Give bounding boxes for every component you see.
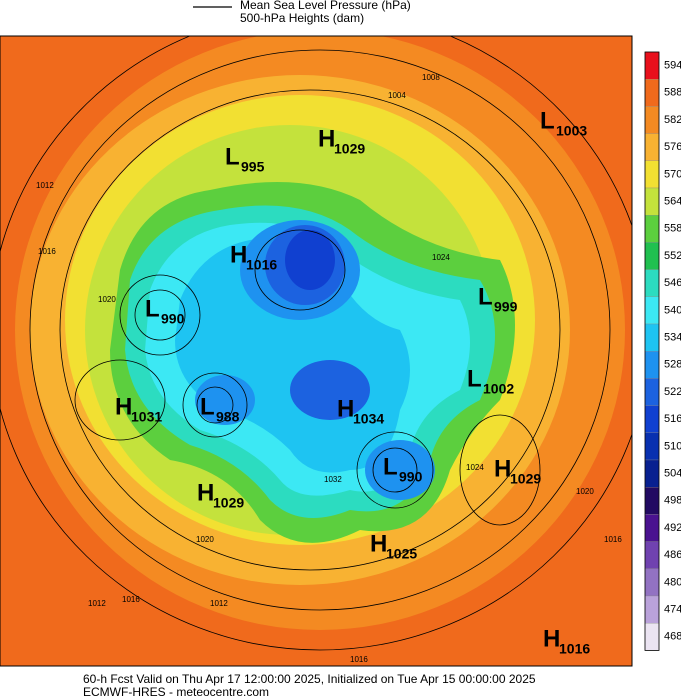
pressure-center-letter: H — [494, 455, 511, 482]
colorbar-label: 504 — [664, 468, 681, 480]
isobar-label: 1024 — [432, 253, 450, 262]
pressure-center-letter: H — [115, 393, 132, 420]
colorbar-swatch — [644, 215, 660, 243]
pressure-center-letter: H — [543, 625, 560, 652]
pressure-center-letter: H — [370, 530, 387, 557]
map-frame — [0, 35, 633, 667]
colorbar-label: 480 — [664, 576, 681, 588]
colorbar-label: 498 — [664, 495, 681, 507]
colorbar-label: 540 — [664, 304, 681, 316]
forecast-valid-text: 60-h Fcst Valid on Thu Apr 17 12:00:00 2… — [83, 672, 536, 686]
colorbar-label: 534 — [664, 332, 681, 344]
colorbar-label: 594 — [664, 60, 681, 72]
colorbar-swatch — [644, 487, 660, 515]
pressure-center-letter: L — [200, 393, 215, 420]
pressure-center-letter: L — [225, 143, 240, 170]
pressure-center-value: 990 — [161, 311, 185, 327]
isobar-label: 1020 — [196, 535, 214, 544]
pressure-center-value: 999 — [494, 299, 518, 315]
isobar-label: 1012 — [210, 599, 228, 608]
heights-legend-label: 500-hPa Heights (dam) — [240, 11, 364, 25]
colorbar-label: 558 — [664, 223, 681, 235]
pressure-center-letter: L — [383, 453, 398, 480]
source-text: ECMWF-HRES - meteocentre.com — [83, 685, 269, 699]
pressure-center-letter: L — [145, 295, 160, 322]
colorbar-swatch — [644, 623, 660, 651]
colorbar-swatch — [644, 541, 660, 569]
pressure-center-value: 1016 — [246, 257, 277, 273]
isobar-label: 1016 — [604, 535, 622, 544]
isobar-label: 1012 — [88, 599, 106, 608]
colorbar-swatch — [644, 296, 660, 325]
isobar-label: 1012 — [36, 181, 54, 190]
colorbar-label: 510 — [664, 440, 681, 452]
colorbar-swatch — [644, 133, 660, 161]
pressure-center-value: 1029 — [334, 141, 365, 157]
isobar-label: 1020 — [98, 295, 116, 304]
colorbar-frame — [644, 51, 660, 651]
colorbar-label: 492 — [664, 522, 681, 534]
colorbar-label: 528 — [664, 359, 681, 371]
colorbar-swatch — [644, 514, 660, 542]
pressure-center-value: 988 — [216, 409, 240, 425]
pressure-center-letter: H — [230, 241, 247, 268]
pressure-center-value: 1029 — [213, 495, 244, 511]
isobar-label: 1016 — [38, 247, 56, 256]
colorbar-swatch — [644, 160, 660, 189]
colorbar-label: 486 — [664, 549, 681, 561]
colorbar-swatch — [644, 323, 660, 352]
pressure-center-value: 1031 — [131, 409, 162, 425]
colorbar-label: 552 — [664, 250, 681, 262]
colorbar-swatch — [644, 187, 660, 216]
colorbar-swatch — [644, 106, 660, 134]
pressure-center-value: 1016 — [559, 641, 590, 657]
colorbar-label: 564 — [664, 196, 681, 208]
pressure-center-value: 1025 — [386, 546, 417, 562]
isobar-label: 1020 — [576, 487, 594, 496]
mslp-legend-label: Mean Sea Level Pressure (hPa) — [240, 0, 411, 12]
colorbar-swatch — [644, 51, 660, 80]
colorbar-label: 570 — [664, 168, 681, 180]
colorbar-swatch — [644, 432, 660, 461]
colorbar-label: 576 — [664, 141, 681, 153]
colorbar-label: 582 — [664, 114, 681, 126]
colorbar-swatch — [644, 405, 660, 433]
colorbar-swatch — [644, 378, 660, 406]
colorbar-label: 516 — [664, 413, 681, 425]
isobar-label: 1032 — [324, 475, 342, 484]
pressure-center-letter: L — [478, 283, 493, 310]
colorbar-label: 522 — [664, 386, 681, 398]
pressure-center-value: 1034 — [353, 411, 384, 427]
colorbar-swatch — [644, 79, 660, 107]
isobar-label: 1016 — [350, 655, 368, 664]
colorbar-swatch — [644, 269, 660, 297]
isobar-label: 1016 — [122, 595, 140, 604]
pressure-center-letter: L — [540, 107, 555, 134]
colorbar-swatch — [644, 242, 660, 270]
pressure-center-letter: L — [467, 365, 482, 392]
pressure-center-letter: H — [318, 125, 335, 152]
pressure-center-value: 1003 — [556, 123, 587, 139]
colorbar-swatch — [644, 595, 660, 624]
colorbar-label: 588 — [664, 87, 681, 99]
colorbar-label: 546 — [664, 277, 681, 289]
pressure-center-letter: H — [197, 479, 214, 506]
colorbar-swatch — [644, 459, 660, 488]
isobar-label: 1024 — [466, 463, 484, 472]
colorbar-swatch — [644, 568, 660, 597]
pressure-center-value: 995 — [241, 159, 265, 175]
colorbar-swatch — [644, 351, 660, 379]
pressure-center-letter: H — [337, 395, 354, 422]
colorbar-label: 468 — [664, 631, 681, 643]
isobar-label: 1008 — [422, 73, 440, 82]
pressure-center-value: 1029 — [510, 471, 541, 487]
pressure-center-value: 1002 — [483, 381, 514, 397]
pressure-center-value: 990 — [399, 469, 423, 485]
colorbar-label: 474 — [664, 604, 681, 616]
isobar-label: 1004 — [388, 91, 406, 100]
map: 1008 1004 1012 1016 1020 1024 1020 1012 1016 1024… — [0, 36, 632, 666]
